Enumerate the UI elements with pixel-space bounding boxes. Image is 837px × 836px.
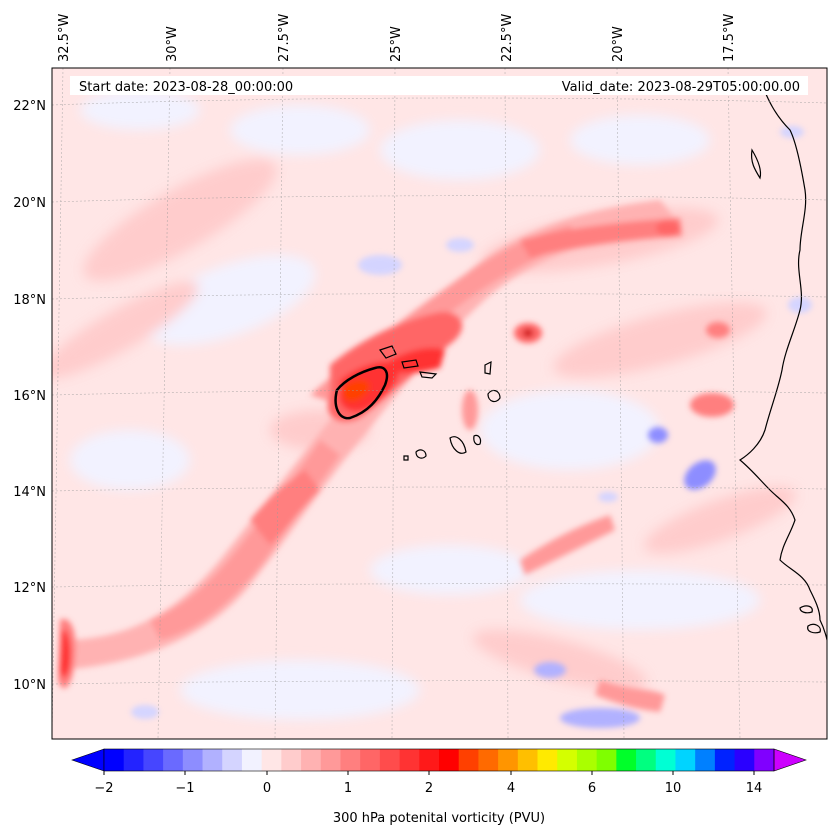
colorbar-bin	[340, 749, 361, 771]
colorbar-tick-label: 6	[588, 781, 596, 796]
colorbar-bin	[182, 749, 204, 771]
colorbar-frame	[103, 748, 775, 772]
colorbar-ticks	[103, 771, 755, 775]
pv-field	[52, 68, 827, 739]
colorbar-under-arrow	[71, 748, 105, 772]
parallel-20n	[52, 195, 827, 203]
colorbar-bin	[557, 749, 578, 771]
longitude-labels: 32.5°W 30°W 27.5°W 25°W 22.5°W 20°W 17.5…	[57, 14, 737, 62]
parallel-16n	[52, 389, 827, 396]
lat-label: 22°N	[13, 99, 46, 114]
colorbar-bin	[419, 749, 440, 771]
colorbar-bin	[458, 749, 479, 771]
bijagos-islands	[807, 623, 821, 634]
lon-label: 17.5°W	[722, 14, 737, 62]
lat-label: 18°N	[13, 293, 46, 308]
parallel-14n	[52, 486, 827, 492]
colorbar-title: 300 hPa potenital vorticity (PVU)	[333, 811, 545, 826]
colorbar-tick-label: 4	[507, 781, 515, 796]
lat-label: 20°N	[13, 196, 46, 211]
colorbar-bin	[439, 749, 460, 771]
graticule	[52, 68, 827, 739]
colorbar-bin	[655, 749, 676, 771]
colorbar-bin	[734, 749, 755, 771]
colorbar-bin	[754, 749, 775, 771]
african-coastline	[738, 79, 827, 641]
colorbar: −2 −1 0 1 2 4 6 10 14 300 hPa potenital …	[71, 748, 807, 826]
coastline-detail	[750, 148, 762, 180]
colorbar-bin	[576, 749, 598, 771]
colorbar-bin	[714, 749, 736, 771]
colorbar-tick-label: 2	[425, 781, 433, 796]
colorbar-bin	[498, 749, 519, 771]
colorbar-bin	[320, 749, 341, 771]
colorbar-tick-label: 10	[665, 781, 682, 796]
colorbar-bin	[261, 749, 282, 771]
lat-label: 12°N	[13, 581, 46, 596]
parallel-18n	[52, 293, 827, 300]
parallel-12n	[52, 583, 827, 588]
colorbar-tick-label: 0	[263, 781, 271, 796]
parallel-10n	[52, 680, 827, 685]
start-date-label: Start date: 2023-08-28_00:00:00	[79, 80, 293, 95]
parallel-22n	[52, 97, 827, 106]
pv-contour-line	[334, 366, 389, 420]
colorbar-bin	[537, 749, 558, 771]
colorbar-bin	[143, 749, 164, 771]
colorbar-bin	[675, 749, 696, 771]
lon-label: 22.5°W	[500, 14, 515, 62]
colorbar-bin	[379, 749, 401, 771]
colorbar-tick-label: 1	[344, 781, 352, 796]
cape-verde-islands	[379, 345, 501, 461]
colorbar-bin	[478, 749, 499, 771]
colorbar-bin	[399, 749, 420, 771]
colorbar-tick-label: −2	[94, 781, 113, 796]
colorbar-bin	[222, 749, 243, 771]
bijagos-islands	[799, 605, 813, 614]
colorbar-tick-label: −1	[175, 781, 194, 796]
lat-label: 14°N	[13, 485, 46, 500]
colorbar-bin	[695, 749, 716, 771]
lon-label: 32.5°W	[57, 14, 72, 62]
header-box	[70, 76, 808, 95]
colorbar-bin	[202, 749, 223, 771]
colorbar-bin	[636, 749, 657, 771]
colorbar-over-arrow	[773, 748, 807, 772]
lat-label: 16°N	[13, 389, 46, 404]
colorbar-bin	[123, 749, 144, 771]
colorbar-bin	[163, 749, 184, 771]
colorbar-tick-label: 14	[746, 781, 763, 796]
colorbar-bin	[104, 749, 125, 771]
colorbar-bin	[281, 749, 302, 771]
colorbar-bin	[360, 749, 381, 771]
valid-date-label: Valid_date: 2023-08-29T05:00:00.00	[562, 80, 800, 95]
map-frame	[51, 67, 828, 740]
latitude-labels: 22°N 20°N 18°N 16°N 14°N 12°N 10°N	[13, 99, 46, 693]
pv-ridge	[58, 126, 812, 728]
lon-label: 30°W	[165, 26, 180, 62]
colorbar-bin	[241, 749, 263, 771]
colorbar-bin	[301, 749, 322, 771]
colorbar-bin	[616, 749, 637, 771]
colorbar-bin	[596, 749, 617, 771]
lon-label: 20°W	[611, 26, 626, 62]
lat-label: 10°N	[13, 678, 46, 693]
lon-label: 27.5°W	[277, 14, 292, 62]
colorbar-bin	[517, 749, 539, 771]
lon-label: 25°W	[389, 26, 404, 62]
colorbar-bins	[104, 749, 775, 771]
